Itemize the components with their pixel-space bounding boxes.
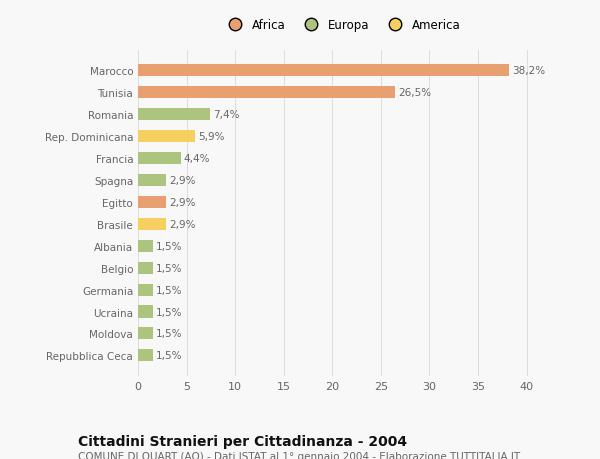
Text: 4,4%: 4,4%	[184, 154, 210, 164]
Text: COMUNE DI QUART (AO) - Dati ISTAT al 1° gennaio 2004 - Elaborazione TUTTITALIA.I: COMUNE DI QUART (AO) - Dati ISTAT al 1° …	[78, 451, 520, 459]
Text: 1,5%: 1,5%	[155, 307, 182, 317]
Text: 1,5%: 1,5%	[155, 329, 182, 339]
Text: 1,5%: 1,5%	[155, 351, 182, 360]
Bar	[138, 218, 166, 230]
Bar	[138, 153, 181, 165]
Bar	[138, 87, 395, 99]
Bar	[138, 306, 152, 318]
Text: 2,9%: 2,9%	[169, 176, 196, 185]
Bar	[138, 109, 210, 121]
Bar	[138, 240, 152, 252]
Legend: Africa, Europa, America: Africa, Europa, America	[218, 14, 466, 36]
Text: 2,9%: 2,9%	[169, 197, 196, 207]
Text: 1,5%: 1,5%	[155, 241, 182, 251]
Text: Cittadini Stranieri per Cittadinanza - 2004: Cittadini Stranieri per Cittadinanza - 2…	[78, 434, 407, 448]
Bar	[138, 196, 166, 208]
Text: 26,5%: 26,5%	[398, 88, 431, 98]
Bar	[138, 328, 152, 340]
Text: 5,9%: 5,9%	[198, 132, 225, 142]
Bar	[138, 131, 196, 143]
Bar	[138, 350, 152, 362]
Text: 2,9%: 2,9%	[169, 219, 196, 230]
Text: 1,5%: 1,5%	[155, 285, 182, 295]
Bar	[138, 174, 166, 187]
Bar	[138, 284, 152, 296]
Text: 7,4%: 7,4%	[213, 110, 239, 120]
Text: 1,5%: 1,5%	[155, 263, 182, 273]
Bar	[138, 262, 152, 274]
Text: 38,2%: 38,2%	[512, 67, 545, 76]
Bar	[138, 65, 509, 77]
